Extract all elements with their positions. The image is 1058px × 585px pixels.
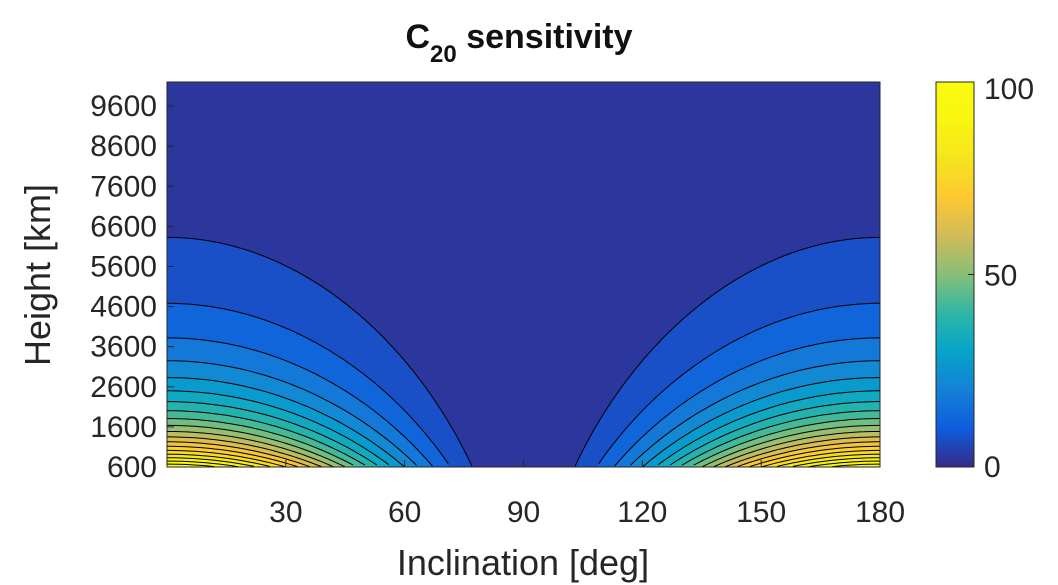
- contour-line: [167, 377, 880, 467]
- x-tick-label: 120: [617, 496, 667, 529]
- contour-line: [167, 337, 880, 467]
- contour-line: [167, 445, 880, 467]
- y-tick-label: 6600: [90, 210, 157, 243]
- x-tick-label: 60: [388, 496, 421, 529]
- y-tick-label: 600: [107, 451, 157, 484]
- y-tick-label: 4600: [90, 291, 157, 324]
- y-axis-ticks: 600 1600 2600 3600 4600 5600 6600 7600 8600 9600: [90, 90, 174, 484]
- x-tick-label: 90: [507, 496, 540, 529]
- colorbar-tick-label: 0: [984, 451, 1001, 484]
- contour-line: [167, 449, 880, 467]
- contour-line: [167, 460, 880, 467]
- contour-band: [167, 457, 880, 467]
- y-tick-label: 2600: [90, 371, 157, 404]
- chart-title-subscript: 20: [430, 41, 457, 68]
- chart-title-main: C: [405, 18, 430, 56]
- colorbar: [935, 81, 975, 468]
- y-tick-label: 7600: [90, 170, 157, 203]
- x-axis-ticks: 30 60 90 120 150 180: [269, 460, 905, 529]
- chart-title-rest: sensitivity: [457, 18, 633, 56]
- y-axis-label: Height [km]: [17, 184, 58, 366]
- contour-line: [167, 418, 880, 466]
- contour-line: [167, 453, 880, 467]
- x-tick-label: 30: [269, 496, 302, 529]
- contour-line: [167, 390, 880, 466]
- contour-line: [167, 441, 880, 467]
- y-tick-label: 3600: [90, 331, 157, 364]
- x-axis-label: Inclination [deg]: [397, 542, 649, 583]
- contour-line: [167, 236, 880, 467]
- contour-line: [167, 302, 880, 464]
- y-tick-label: 1600: [90, 411, 157, 444]
- y-tick-label: 5600: [90, 250, 157, 283]
- contour-line: [167, 401, 880, 466]
- x-tick-label: 150: [736, 496, 786, 529]
- contour-line: [167, 410, 880, 466]
- contour-line: [167, 436, 880, 467]
- y-tick-label: 8600: [90, 130, 157, 163]
- plot-area: [167, 82, 880, 467]
- x-tick-label: 180: [855, 496, 905, 529]
- contour-line: [167, 424, 880, 467]
- contour-line: [167, 360, 880, 466]
- y-tick-label: 9600: [90, 90, 157, 123]
- chart-title: C20 sensitivity: [405, 18, 632, 68]
- contour-line: [167, 431, 880, 467]
- contour-line: [167, 463, 880, 467]
- colorbar-tick-label: 100: [984, 73, 1034, 106]
- contour-band: [167, 401, 880, 467]
- colorbar-ticks: 0 50 100: [968, 73, 1034, 484]
- contour-line: [167, 457, 880, 467]
- colorbar-tick-label: 50: [984, 260, 1017, 293]
